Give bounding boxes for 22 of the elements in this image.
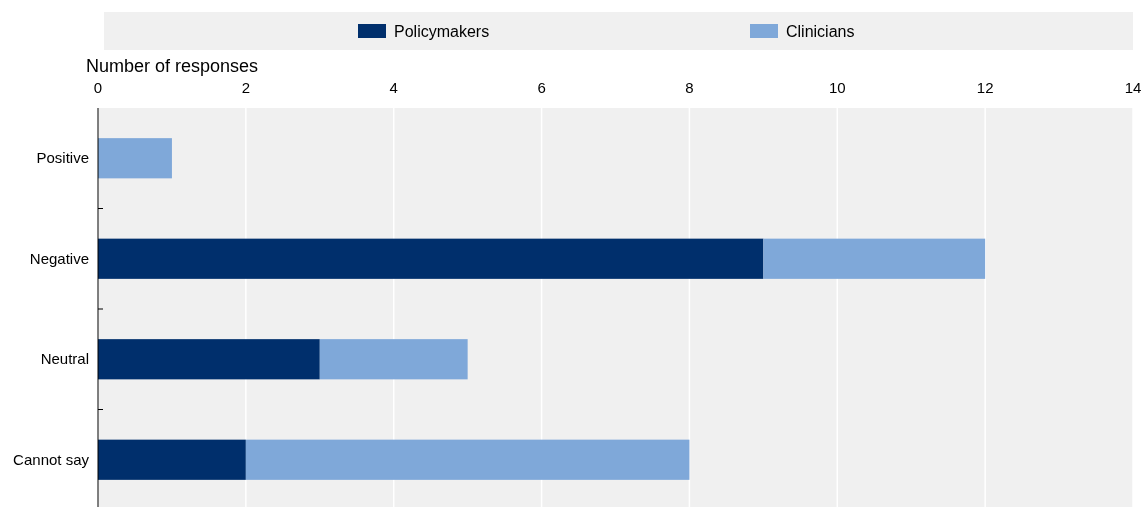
bar	[319, 339, 468, 380]
bar	[98, 439, 246, 480]
x-axis-title: Number of responses	[86, 56, 259, 76]
y-tick-label: Neutral	[40, 350, 89, 368]
bar	[763, 238, 986, 279]
y-tick-label: Cannot say	[13, 450, 90, 468]
x-tick-label: 12	[976, 79, 994, 96]
bar	[245, 439, 690, 480]
bar	[98, 339, 320, 380]
x-tick-label: 6	[537, 79, 546, 96]
x-tick-label: 14	[1124, 79, 1141, 96]
bar	[98, 238, 764, 279]
bar	[98, 138, 172, 179]
x-tick-label: 10	[828, 79, 846, 96]
y-tick-label: Positive	[36, 149, 89, 167]
x-tick-label: 4	[389, 79, 398, 96]
legend-label: Policymakers	[394, 23, 490, 40]
legend-label: Clinicians	[786, 23, 855, 40]
x-tick-label: 2	[241, 79, 251, 96]
x-tick-label: 0	[93, 79, 103, 96]
x-tick-label: 8	[685, 79, 694, 96]
y-tick-label: Negative	[29, 249, 89, 267]
